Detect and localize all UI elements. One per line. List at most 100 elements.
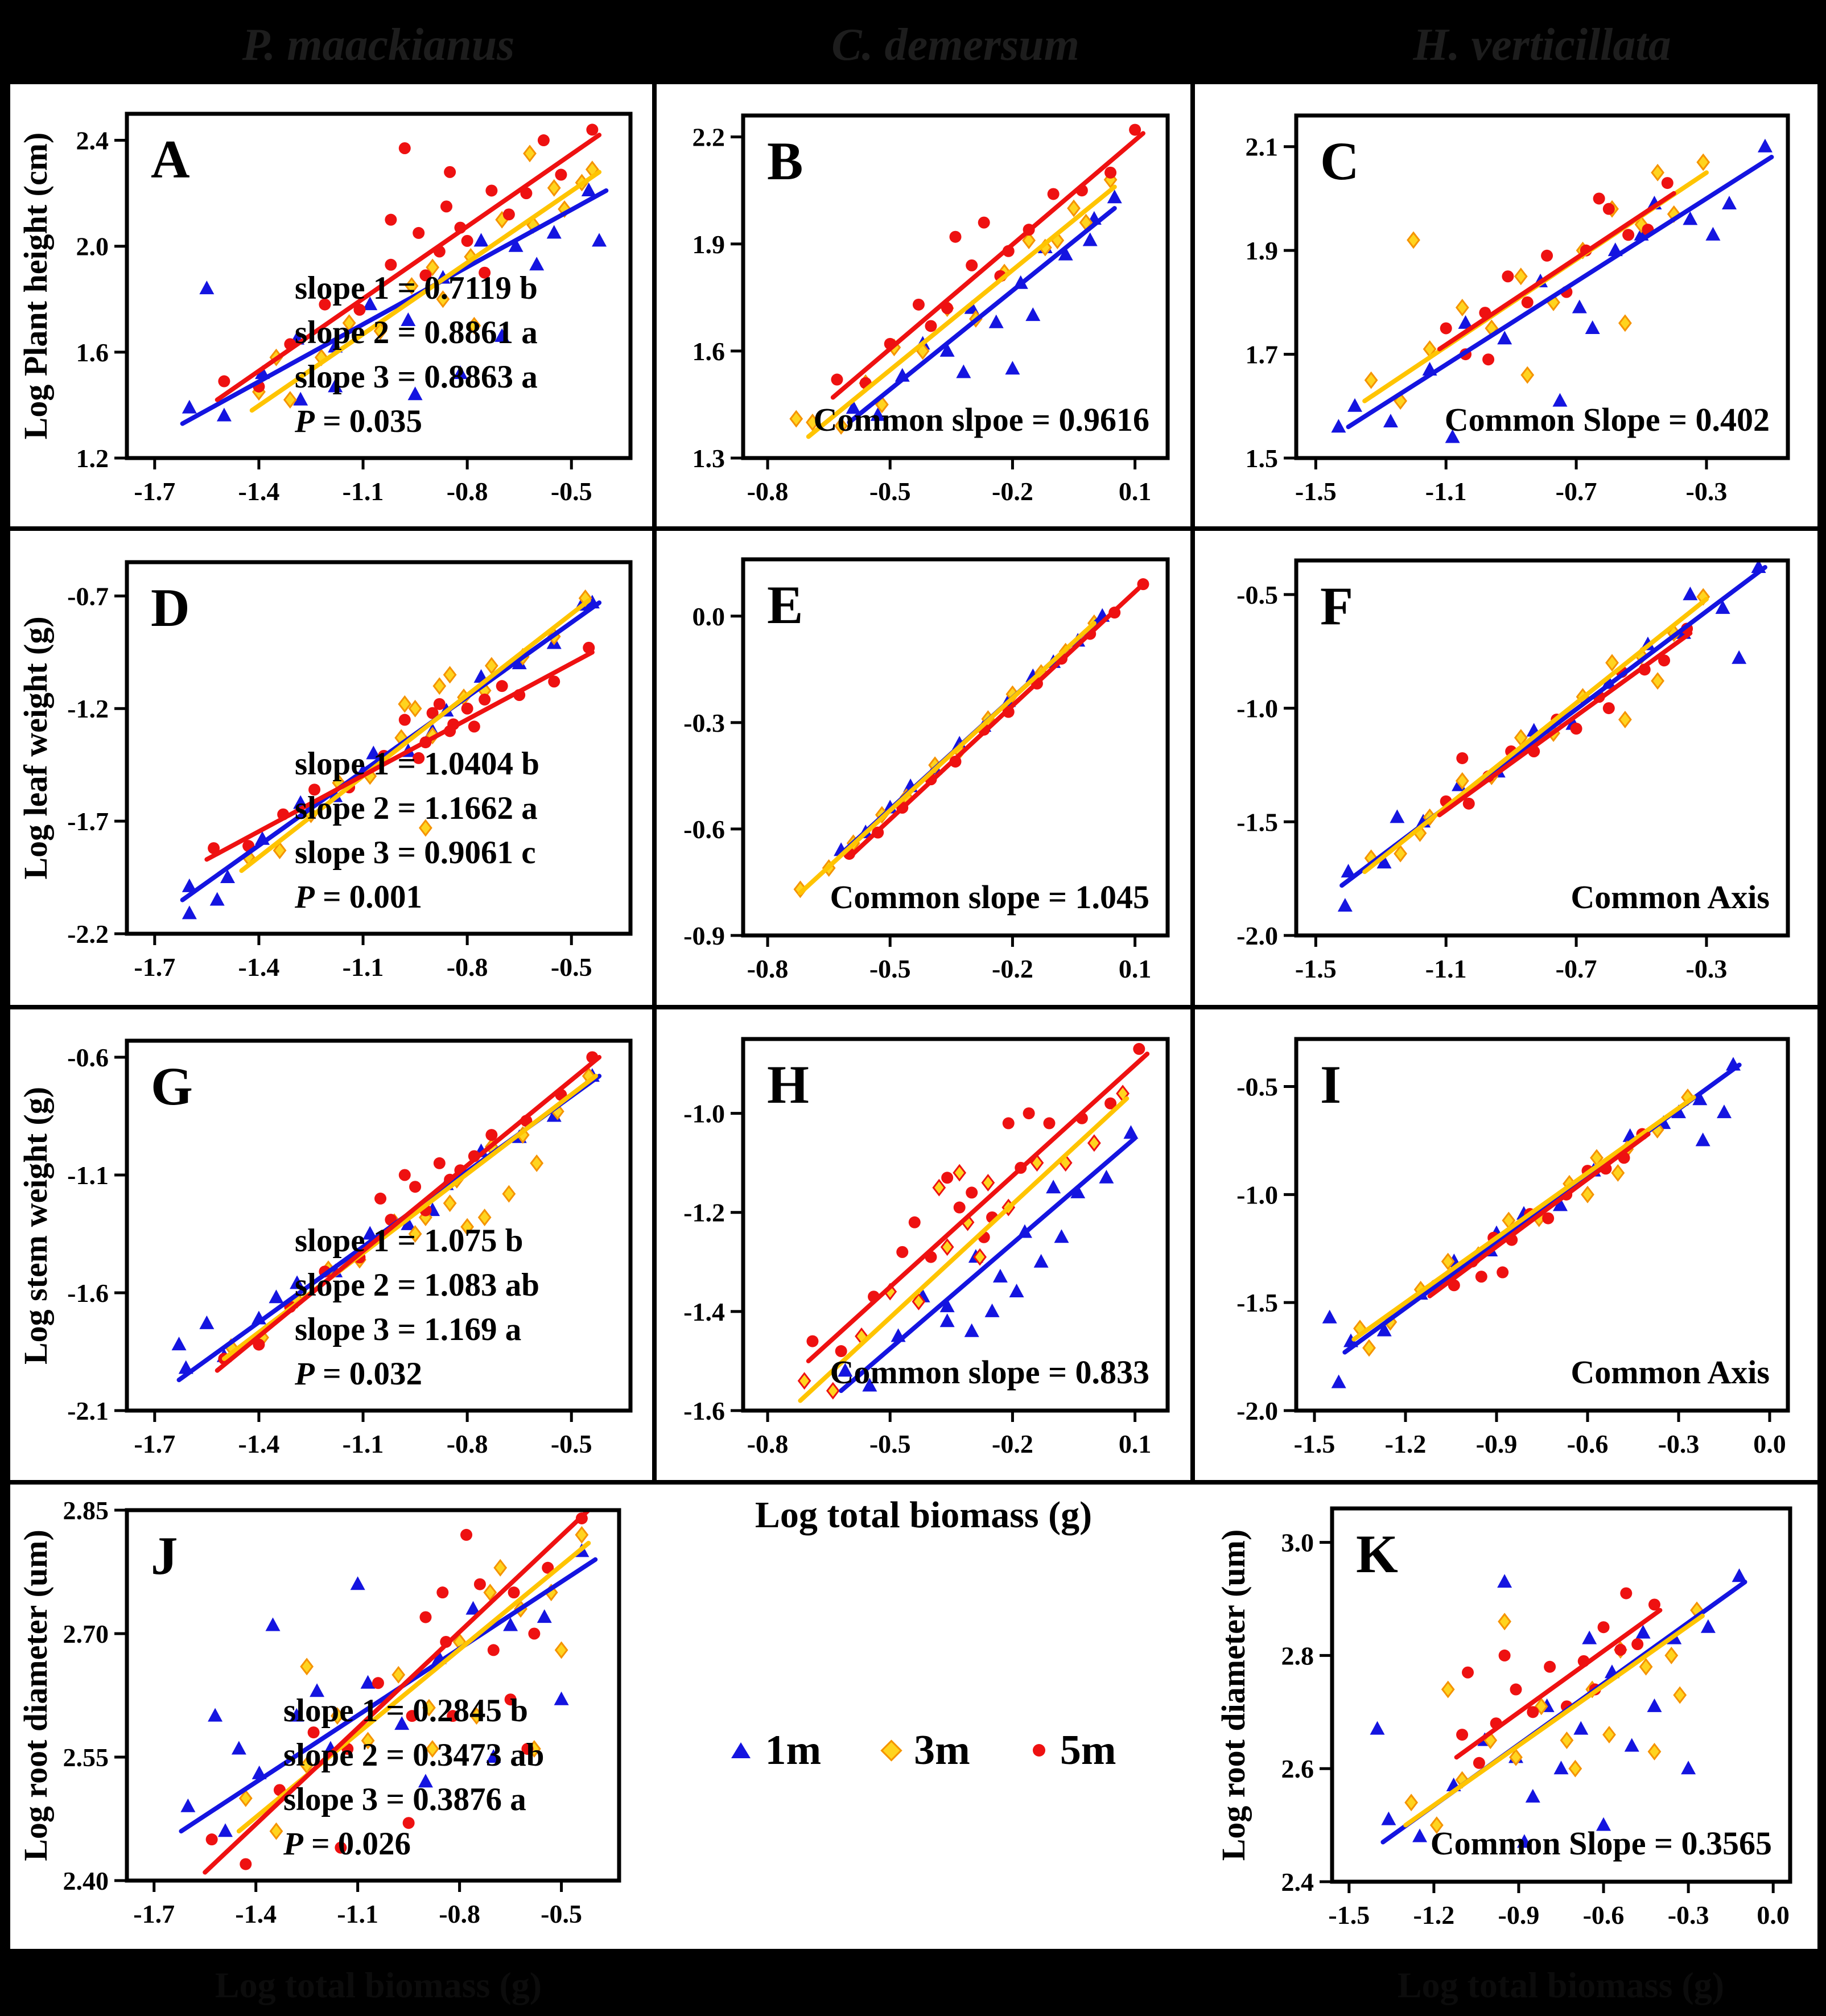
panel-E-scatter-chart: -0.8 -0.5 -0.2 0.1 0.0 -0.3 -0.6 -0.9 E Common sl… [657,531,1190,1005]
panel-A-y-axis-label: Log Plant height (cm) [17,133,54,440]
svg-text:slope 3 = 0.8863 a: slope 3 = 0.8863 a [295,359,538,395]
svg-text:Common Axis: Common Axis [1571,879,1770,916]
svg-text:Common slope = 1.045: Common slope = 1.045 [830,879,1149,916]
panel-B-svg: -0.8 -0.5 -0.2 0.1 2.2 1.9 1.6 1.3 B Common slpoe… [693,113,1170,506]
svg-text:slope 3 = 0.3876 a: slope 3 = 0.3876 a [283,1782,526,1817]
svg-text:2.4: 2.4 [1281,1867,1314,1897]
panel-H-ticks: -0.8 -0.5 -0.2 0.1 -1.0 -1.2 -1.4 -1.6 [683,1099,1151,1458]
svg-text:-0.5: -0.5 [551,953,592,982]
panel-E-svg: -0.8 -0.5 -0.2 0.1 0.0 -0.3 -0.6 -0.9 E Common sl… [683,557,1170,983]
svg-text:2.8: 2.8 [1281,1641,1314,1670]
svg-text:-1.4: -1.4 [238,953,280,982]
panel-K-annotation: Common Slope = 0.3565 [1431,1825,1772,1862]
svg-text:-1.2: -1.2 [67,694,109,723]
panel-B-frame [741,113,1170,460]
panel-C-letter: C [1320,131,1359,191]
panel-F-letter: F [1320,576,1353,636]
svg-text:1.2: 1.2 [76,444,109,473]
panel-G-y-axis-label: Log stem weight (g) [17,1087,54,1364]
panel-I-scatter-chart: -1.5 -1.2 -0.9 -0.6 -0.3 0.0 -0.5 -1.0 -1.5 -2.0 I… [1195,1009,1817,1480]
svg-text:-1.1: -1.1 [1425,477,1467,506]
panel-H-svg: -0.8 -0.5 -0.2 0.1 -1.0 -1.2 -1.4 -1.6 H Common s… [683,1037,1170,1458]
divider-row2-row3 [10,1005,1817,1009]
svg-text:-0.8: -0.8 [747,1429,789,1458]
column-title-species-1: P. maackianus [242,20,515,70]
svg-text:-0.9: -0.9 [683,921,725,950]
panel-H-frame [741,1037,1170,1413]
svg-text:0.0: 0.0 [1753,1429,1786,1458]
panel-C-series [1331,138,1774,443]
panel-F-annotation: Common Axis [1571,879,1770,916]
svg-text:P = 0.001: P = 0.001 [294,879,422,915]
panel-K-svg: -1.5 -1.2 -0.9 -0.6 -0.3 0.0 3.0 2.8 2.6 2.4 K Comm… [1215,1506,1792,1930]
svg-text:-0.3: -0.3 [683,708,725,737]
panel-I-frame [1294,1037,1790,1413]
svg-text:1.6: 1.6 [693,337,726,366]
panel-B-ticks: -0.8 -0.5 -0.2 0.1 2.2 1.9 1.6 1.3 [693,123,1152,506]
panel-J-frame [125,1508,621,1883]
panel-K-letter: K [1356,1524,1398,1584]
panel-G-letter: G [151,1056,193,1116]
svg-text:-1.7: -1.7 [134,477,175,506]
svg-text:-0.7: -0.7 [67,582,109,611]
svg-text:slope 1 = 1.0404 b: slope 1 = 1.0404 b [295,746,539,782]
svg-text:-0.5: -0.5 [551,1429,592,1458]
svg-text:-0.5: -0.5 [1236,1073,1278,1102]
svg-text:-0.8: -0.8 [747,954,789,983]
svg-text:0.1: 0.1 [1119,954,1152,983]
panel-J-annotation: slope 1 = 0.2845 b slope 2 = 0.3473 ab slo… [283,1693,544,1862]
legend: 1m 3m 5m [639,1729,1208,1771]
svg-text:-0.5: -0.5 [869,1429,911,1458]
panel-E-letter: E [767,575,803,635]
svg-text:-0.3: -0.3 [1658,1429,1700,1458]
divider-col2-col3 [1190,84,1195,1480]
panel-B-annotation: Common slpoe = 0.9616 [813,401,1149,438]
svg-text:2.2: 2.2 [693,123,726,152]
svg-text:slope 3 = 0.9061 c: slope 3 = 0.9061 c [295,835,536,871]
divider-col1-col2 [652,84,657,1480]
svg-text:-1.1: -1.1 [1425,954,1467,983]
diamond-marker-icon [880,1739,902,1762]
svg-text:2.0: 2.0 [76,232,109,261]
svg-text:-1.5: -1.5 [1295,954,1337,983]
panel-C-svg: -1.5 -1.1 -0.7 -0.3 2.1 1.9 1.7 1.5 C Common Slop… [1246,113,1790,506]
svg-text:2.40: 2.40 [63,1866,109,1895]
svg-text:-1.6: -1.6 [67,1279,109,1308]
panel-J-ticks: -1.7 -1.4 -1.1 -0.8 -0.5 2.85 2.70 2.55 2.40 [63,1496,583,1928]
svg-text:slope 2 = 0.3473 ab: slope 2 = 0.3473 ab [283,1737,544,1773]
svg-text:-0.5: -0.5 [869,477,911,506]
circle-marker-icon [1032,1744,1045,1757]
svg-text:-0.3: -0.3 [1686,954,1728,983]
svg-text:-0.5: -0.5 [541,1899,582,1928]
svg-text:-2.1: -2.1 [67,1396,109,1425]
legend-item-5m: 5m [1032,1729,1116,1771]
svg-text:-0.6: -0.6 [1583,1900,1625,1930]
svg-text:1.3: 1.3 [693,444,726,473]
svg-text:slope 2 = 0.8861 a: slope 2 = 0.8861 a [295,315,538,351]
panel-B-series [789,123,1145,439]
svg-text:-2.2: -2.2 [67,920,109,949]
panel-G-ticks: -1.7 -1.4 -1.1 -0.8 -0.5 -0.6 -1.1 -1.6 -2.1 [67,1043,592,1458]
panel-E-series [793,578,1149,898]
svg-text:-1.5: -1.5 [1294,1429,1336,1458]
svg-text:-1.1: -1.1 [343,1429,384,1458]
svg-text:-1.7: -1.7 [67,807,109,836]
panel-I-letter: I [1320,1054,1341,1115]
panel-H-scatter-chart: -0.8 -0.5 -0.2 0.1 -1.0 -1.2 -1.4 -1.6 H Common s… [657,1009,1190,1480]
svg-text:-0.7: -0.7 [1556,477,1597,506]
panel-E-frame [741,557,1170,938]
triangle-marker-icon [731,1742,751,1758]
x-axis-label-shared: Log total biomass (g) [755,1494,1093,1536]
panel-D-annotation: slope 1 = 1.0404 b slope 2 = 1.1662 a slop… [294,746,539,915]
svg-text:-0.8: -0.8 [439,1899,480,1928]
svg-text:slope 1 = 1.075 b: slope 1 = 1.075 b [295,1223,523,1259]
svg-text:-0.9: -0.9 [1476,1429,1518,1458]
svg-text:1.9: 1.9 [1246,236,1279,265]
svg-text:-1.5: -1.5 [1236,1288,1278,1317]
svg-text:-0.7: -0.7 [1556,954,1597,983]
panel-H-letter: H [767,1054,809,1115]
